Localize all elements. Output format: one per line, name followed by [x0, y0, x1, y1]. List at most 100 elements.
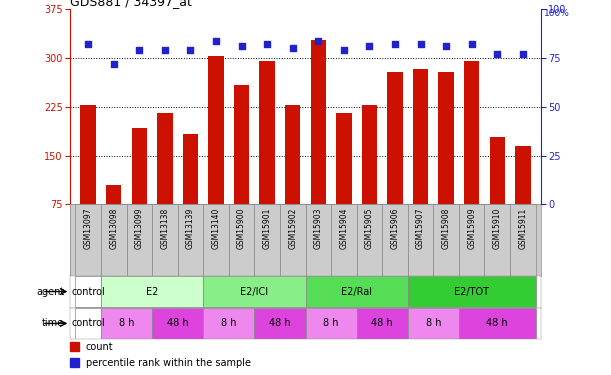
Text: GSM15906: GSM15906 — [390, 208, 400, 249]
Point — [83, 42, 93, 48]
Text: GSM13140: GSM13140 — [211, 208, 221, 249]
Bar — [331, 204, 357, 276]
Bar — [254, 308, 306, 339]
Bar — [464, 62, 480, 204]
Bar — [362, 105, 377, 204]
Bar — [510, 204, 536, 276]
Point — [211, 38, 221, 44]
Text: GSM15903: GSM15903 — [314, 208, 323, 249]
Text: control: control — [71, 318, 105, 328]
Text: 8 h: 8 h — [119, 318, 134, 328]
Bar — [131, 128, 147, 204]
Point — [492, 51, 502, 57]
Bar — [152, 204, 178, 276]
Text: E2/Ral: E2/Ral — [341, 286, 372, 297]
Bar — [203, 204, 229, 276]
Bar — [254, 204, 280, 276]
Text: 48 h: 48 h — [486, 318, 508, 328]
Text: GSM15904: GSM15904 — [339, 208, 348, 249]
Point — [236, 44, 246, 50]
Point — [415, 42, 425, 48]
Bar — [203, 276, 306, 307]
Text: E2/TOT: E2/TOT — [454, 286, 489, 297]
Text: 8 h: 8 h — [426, 318, 441, 328]
Bar — [489, 137, 505, 204]
Point — [365, 44, 375, 50]
Text: GSM15902: GSM15902 — [288, 208, 297, 249]
Bar — [280, 204, 306, 276]
Text: 48 h: 48 h — [269, 318, 291, 328]
Bar — [306, 276, 408, 307]
Bar — [81, 105, 96, 204]
Text: 8 h: 8 h — [221, 318, 236, 328]
Bar — [387, 72, 403, 204]
Text: GSM15901: GSM15901 — [263, 208, 272, 249]
Text: time: time — [42, 318, 64, 328]
Point — [339, 47, 349, 53]
Bar — [515, 146, 530, 204]
Point — [313, 38, 323, 44]
Bar — [70, 358, 79, 368]
Bar — [75, 204, 101, 276]
Bar — [157, 113, 172, 204]
Bar — [408, 204, 433, 276]
Bar — [439, 72, 454, 204]
Bar — [357, 308, 408, 339]
Bar — [260, 62, 275, 204]
Text: GSM15907: GSM15907 — [416, 208, 425, 249]
Text: GSM15909: GSM15909 — [467, 208, 476, 249]
Text: GSM15910: GSM15910 — [492, 208, 502, 249]
Point — [186, 47, 196, 53]
Bar — [382, 204, 408, 276]
Text: GSM15900: GSM15900 — [237, 208, 246, 249]
Point — [160, 47, 170, 53]
Text: 8 h: 8 h — [323, 318, 339, 328]
Point — [134, 47, 144, 53]
Bar — [101, 204, 126, 276]
Bar — [408, 276, 536, 307]
Bar — [126, 204, 152, 276]
Text: percentile rank within the sample: percentile rank within the sample — [86, 358, 251, 368]
Bar — [433, 204, 459, 276]
Text: GSM13097: GSM13097 — [84, 208, 93, 249]
Bar — [485, 204, 510, 276]
Text: E2: E2 — [146, 286, 158, 297]
Text: GSM13098: GSM13098 — [109, 208, 119, 249]
Point — [288, 45, 298, 51]
Point — [441, 44, 451, 50]
Text: control: control — [71, 286, 105, 297]
Bar — [310, 40, 326, 204]
Bar — [152, 308, 203, 339]
Text: GSM15911: GSM15911 — [518, 208, 527, 249]
Bar — [75, 276, 101, 307]
Bar — [208, 56, 224, 204]
Text: GSM15905: GSM15905 — [365, 208, 374, 249]
Point — [262, 42, 272, 48]
Bar — [306, 204, 331, 276]
Text: 100%: 100% — [544, 9, 569, 18]
Text: 48 h: 48 h — [167, 318, 188, 328]
Bar — [178, 204, 203, 276]
Bar — [459, 204, 485, 276]
Point — [109, 61, 119, 67]
Point — [390, 42, 400, 48]
Point — [518, 51, 528, 57]
Text: GSM13139: GSM13139 — [186, 208, 195, 249]
Text: GSM15908: GSM15908 — [442, 208, 451, 249]
Bar — [229, 204, 254, 276]
Bar — [70, 342, 79, 351]
Bar — [101, 276, 203, 307]
Bar — [459, 308, 536, 339]
Bar — [75, 308, 101, 339]
Point — [467, 42, 477, 48]
Bar — [106, 185, 122, 204]
Text: agent: agent — [36, 286, 64, 297]
Bar — [203, 308, 254, 339]
Text: count: count — [86, 342, 114, 352]
Bar — [285, 105, 301, 204]
Bar — [408, 308, 459, 339]
Bar — [357, 204, 382, 276]
Text: 48 h: 48 h — [371, 318, 393, 328]
Bar — [336, 113, 351, 204]
Text: E2/ICI: E2/ICI — [240, 286, 268, 297]
